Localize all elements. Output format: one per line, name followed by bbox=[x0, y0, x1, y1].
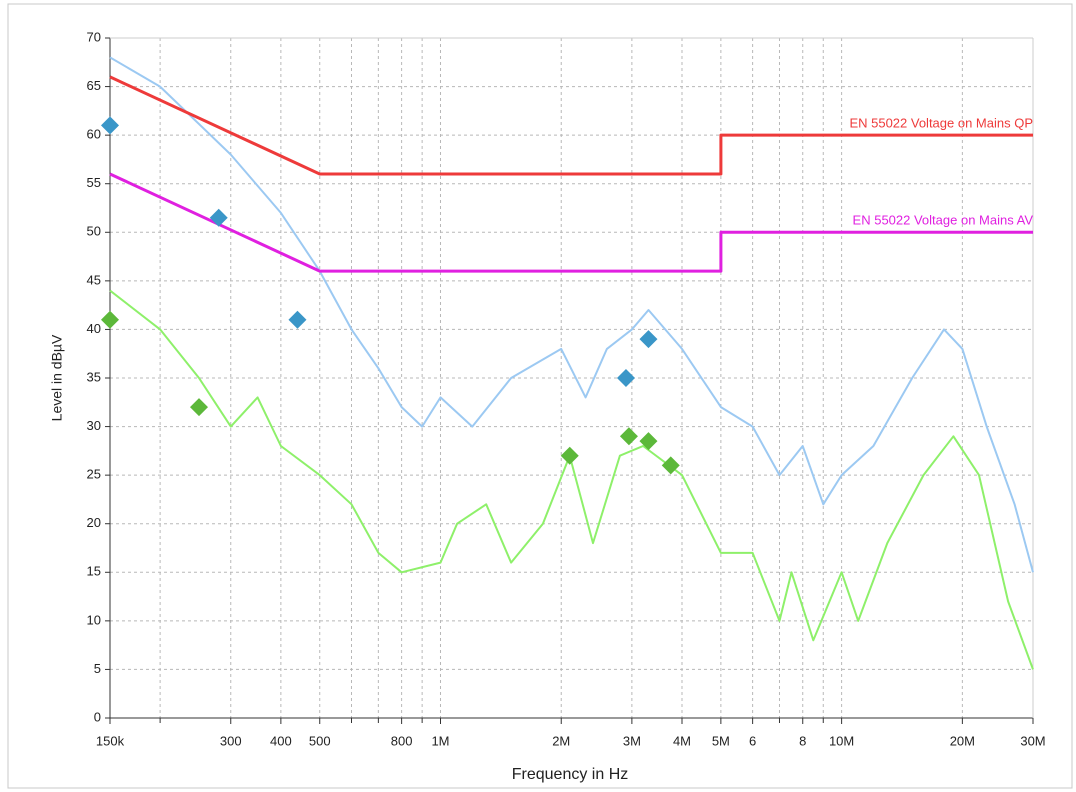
x-tick-label: 2M bbox=[552, 733, 570, 748]
y-tick-label: 0 bbox=[94, 709, 101, 724]
x-tick-label: 10M bbox=[829, 733, 854, 748]
y-tick-label: 20 bbox=[87, 515, 101, 530]
diamond-marker bbox=[639, 330, 658, 349]
diamond-marker bbox=[616, 369, 635, 387]
x-tick-label: 300 bbox=[220, 733, 242, 748]
y-tick-label: 25 bbox=[87, 467, 101, 482]
y-tick-label: 50 bbox=[87, 224, 101, 239]
x-tick-label: 1M bbox=[431, 733, 449, 748]
y-tick-label: 45 bbox=[87, 272, 101, 287]
y-tick-label: 35 bbox=[87, 369, 101, 384]
limit-label: EN 55022 Voltage on Mains AV bbox=[853, 213, 1034, 228]
diamond-marker bbox=[101, 310, 119, 329]
x-tick-label: 400 bbox=[270, 733, 292, 748]
y-tick-label: 5 bbox=[94, 661, 101, 676]
diamond-marker bbox=[288, 310, 307, 329]
limit-label: EN 55022 Voltage on Mains QP bbox=[849, 116, 1033, 131]
diamond-marker bbox=[209, 208, 228, 227]
diamond-marker bbox=[639, 432, 658, 451]
trace-line bbox=[109, 289, 1034, 670]
y-tick-label: 55 bbox=[87, 175, 101, 190]
y-tick-label: 70 bbox=[87, 29, 101, 44]
x-tick-label: 5M bbox=[712, 733, 730, 748]
x-tick-label: 8 bbox=[799, 733, 806, 748]
x-tick-label: 4M bbox=[673, 733, 691, 748]
limit-line bbox=[109, 75, 1033, 176]
x-tick-label: 6 bbox=[749, 733, 756, 748]
diamond-marker bbox=[101, 116, 119, 135]
x-tick-label: 3M bbox=[623, 733, 641, 748]
y-tick-label: 15 bbox=[87, 564, 101, 579]
limit-line bbox=[109, 172, 1033, 273]
x-tick-label: 30M bbox=[1020, 733, 1045, 748]
diamond-marker bbox=[560, 446, 579, 465]
x-tick-label: 800 bbox=[391, 733, 413, 748]
y-tick-label: 10 bbox=[87, 612, 101, 627]
y-tick-label: 65 bbox=[87, 78, 101, 93]
diamond-marker bbox=[661, 456, 680, 475]
y-tick-label: 40 bbox=[87, 321, 101, 336]
diamond-marker bbox=[189, 398, 208, 417]
y-tick-label: 30 bbox=[87, 418, 101, 433]
y-tick-label: 60 bbox=[87, 127, 101, 142]
y-axis-title: Level in dBµV bbox=[49, 334, 65, 421]
x-axis-title: Frequency in Hz bbox=[512, 766, 629, 783]
x-tick-label: 500 bbox=[309, 733, 331, 748]
x-tick-label: 20M bbox=[950, 733, 975, 748]
x-tick-label: 150k bbox=[96, 733, 125, 748]
trace-line bbox=[109, 56, 1034, 573]
diamond-marker bbox=[619, 427, 638, 446]
